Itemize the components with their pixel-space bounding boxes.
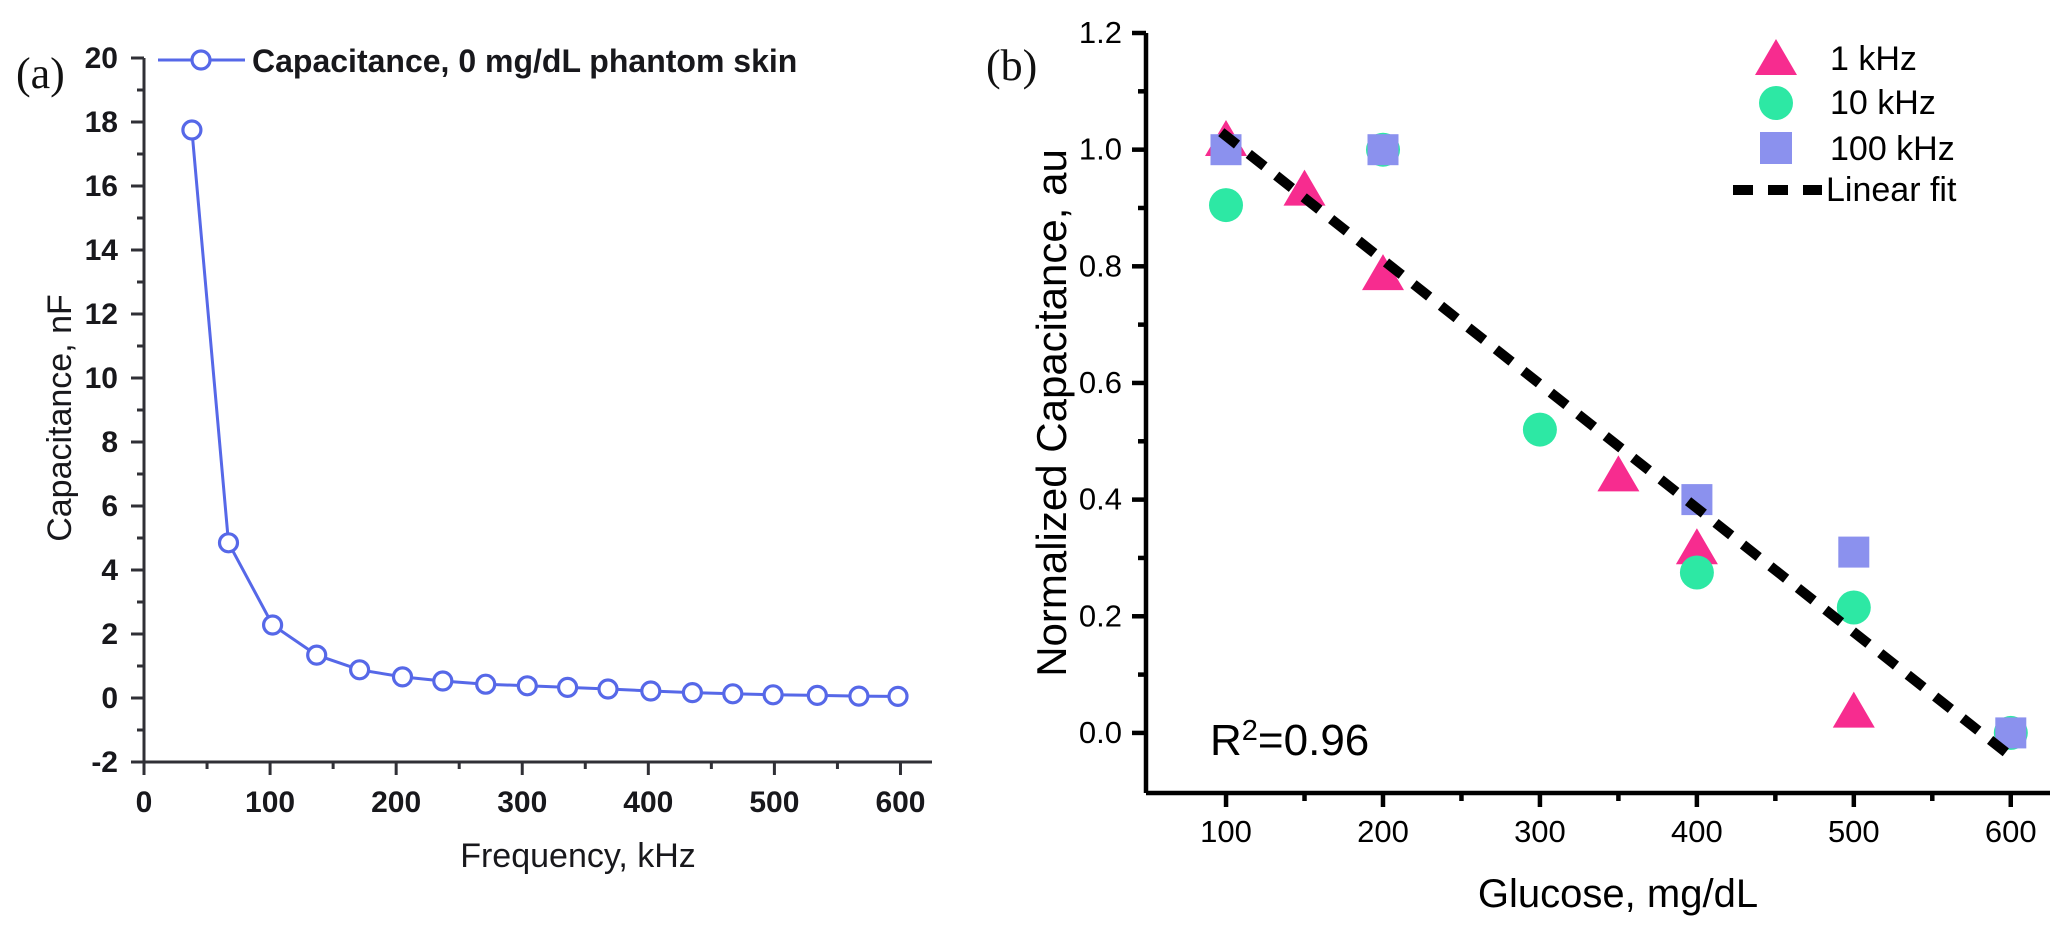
y-tick-label: 0.2	[1079, 598, 1122, 633]
y-tick-label: -2	[91, 746, 118, 779]
data-point-circle	[1522, 412, 1557, 447]
data-point-open-circle	[391, 666, 414, 688]
data-point-open-circle	[181, 119, 203, 141]
y-tick-label: 0.4	[1079, 482, 1122, 517]
open-circle-icon	[190, 49, 212, 71]
data-point-circle	[1209, 188, 1243, 223]
data-point-triangle	[1675, 528, 1718, 565]
panel-b-xaxis-title: Glucose, mg/dL	[1478, 872, 1758, 916]
y-tick-label: 4	[101, 554, 118, 587]
panel-a-ticks	[131, 56, 902, 775]
data-point-open-circle	[306, 644, 328, 666]
panel-a-legend-label: Capacitance, 0 mg/dL phantom skin	[252, 43, 797, 79]
panel-a-xaxis-title: Frequency, kHz	[460, 837, 696, 875]
y-tick-label: 18	[85, 106, 118, 139]
data-point-open-circle	[349, 659, 371, 681]
data-point-open-circle	[681, 681, 704, 704]
y-tick-label: 0.8	[1079, 248, 1122, 283]
square-marker-icon	[1760, 132, 1792, 164]
x-tick-label: 100	[245, 786, 295, 819]
y-tick-label: 1.0	[1079, 132, 1122, 167]
x-tick-label: 200	[371, 786, 421, 819]
x-tick-label: 400	[1671, 814, 1723, 849]
legend-label-10khz: 10 kHz	[1830, 84, 1936, 122]
x-tick-label: 200	[1357, 814, 1409, 849]
y-tick-label: 14	[85, 234, 119, 267]
data-point-open-circle	[597, 678, 619, 700]
panel-a-tick-labels: 0 100 200 300 400 500 600 -2 0 2 4 6 8 10 12 14 16 18 20	[85, 42, 926, 819]
y-tick-label: 16	[85, 170, 118, 203]
y-tick-label: 0.0	[1079, 715, 1122, 750]
x-tick-label: 600	[1985, 814, 2037, 849]
panel-b-tick-labels: 100 200 300 400 500 600 0.0 0.2 0.4 0.6 0.8 1.0 1.2	[1079, 15, 2037, 849]
x-tick-label: 400	[623, 786, 673, 819]
data-point-open-circle	[848, 685, 870, 707]
legend-entry-1khz[interactable]: 1 kHz	[1755, 39, 1917, 78]
panel-a-yaxis-title: Capacitance, nF	[41, 294, 79, 542]
y-tick-label: 8	[101, 426, 118, 459]
x-tick-label: 300	[1514, 814, 1566, 849]
panel-b-r-squared-annotation: R2=0.96	[1210, 715, 1369, 765]
circle-marker-icon	[1759, 86, 1793, 120]
y-tick-label: 20	[85, 42, 118, 75]
panel-a-label: (a)	[16, 49, 65, 98]
data-point-triangle	[1283, 169, 1326, 206]
data-point-open-circle	[722, 683, 744, 705]
data-point-open-circle	[217, 532, 240, 554]
data-point-open-circle	[762, 684, 784, 706]
legend-label-1khz: 1 kHz	[1830, 40, 1917, 78]
x-tick-label: 300	[497, 786, 547, 819]
x-tick-label: 500	[749, 786, 799, 819]
y-tick-label: 12	[85, 298, 118, 331]
data-point-open-circle	[806, 684, 828, 707]
y-tick-label: 10	[85, 362, 118, 395]
panel-b: (b) 100 200 300 400 500 600 0.0 0.2 0.4 0.6 0.8 1.0…	[986, 15, 2050, 916]
data-point-triangle	[1832, 691, 1875, 728]
data-point-triangle	[1597, 455, 1640, 492]
data-point-open-circle	[432, 670, 454, 692]
panel-b-yaxis-title: Normalized Capacitance, au	[1028, 149, 1075, 677]
data-point-open-circle	[516, 675, 538, 697]
y-tick-label: 6	[101, 490, 118, 523]
data-point-open-circle	[640, 680, 662, 702]
legend-label-100khz: 100 kHz	[1830, 130, 1955, 168]
data-point-open-circle	[262, 614, 284, 636]
data-point-circle	[1679, 555, 1714, 590]
panel-b-label: (b)	[986, 41, 1037, 90]
x-tick-label: 100	[1200, 814, 1252, 849]
r-squared-superscript: 2	[1242, 715, 1258, 747]
r-squared-value: =0.96	[1258, 716, 1369, 765]
data-point-square	[1367, 134, 1399, 166]
legend-entry-100khz[interactable]: 100 kHz	[1760, 130, 1955, 168]
x-tick-label: 0	[136, 786, 153, 819]
data-point-open-circle	[475, 673, 497, 695]
panel-a: (a) 0 100 200 300 400 500 600 -2 0 2 4 6 8 10 12 14 16 18…	[16, 42, 932, 875]
panel-b-legend[interactable]: 1 kHz 10 kHz 100 kHz Linear fit	[1733, 39, 1957, 209]
panel-b-ticks	[1132, 30, 2014, 807]
linear-fit-line	[1218, 128, 2014, 761]
data-point-open-circle	[556, 676, 579, 699]
y-tick-label: 0.6	[1079, 365, 1122, 400]
panel-b-series-layer	[1205, 120, 2028, 761]
x-tick-label: 500	[1828, 814, 1880, 849]
data-point-triangle	[1362, 254, 1404, 291]
y-tick-label: 0	[101, 682, 118, 715]
legend-entry-linear-fit[interactable]: Linear fit	[1733, 171, 1957, 209]
data-point-square	[1838, 536, 1870, 568]
panel-a-series-layer	[181, 119, 909, 708]
data-point-open-circle	[887, 685, 909, 708]
triangle-marker-icon	[1755, 39, 1797, 75]
panel-a-legend[interactable]: Capacitance, 0 mg/dL phantom skin	[158, 43, 797, 79]
legend-label-linear-fit: Linear fit	[1826, 171, 1957, 209]
y-tick-label: 2	[101, 618, 118, 651]
data-point-circle	[1836, 590, 1871, 625]
y-tick-label: 1.2	[1079, 15, 1122, 50]
r-squared-prefix: R	[1210, 716, 1242, 765]
legend-entry-10khz[interactable]: 10 kHz	[1759, 84, 1936, 122]
x-tick-label: 600	[875, 786, 925, 819]
